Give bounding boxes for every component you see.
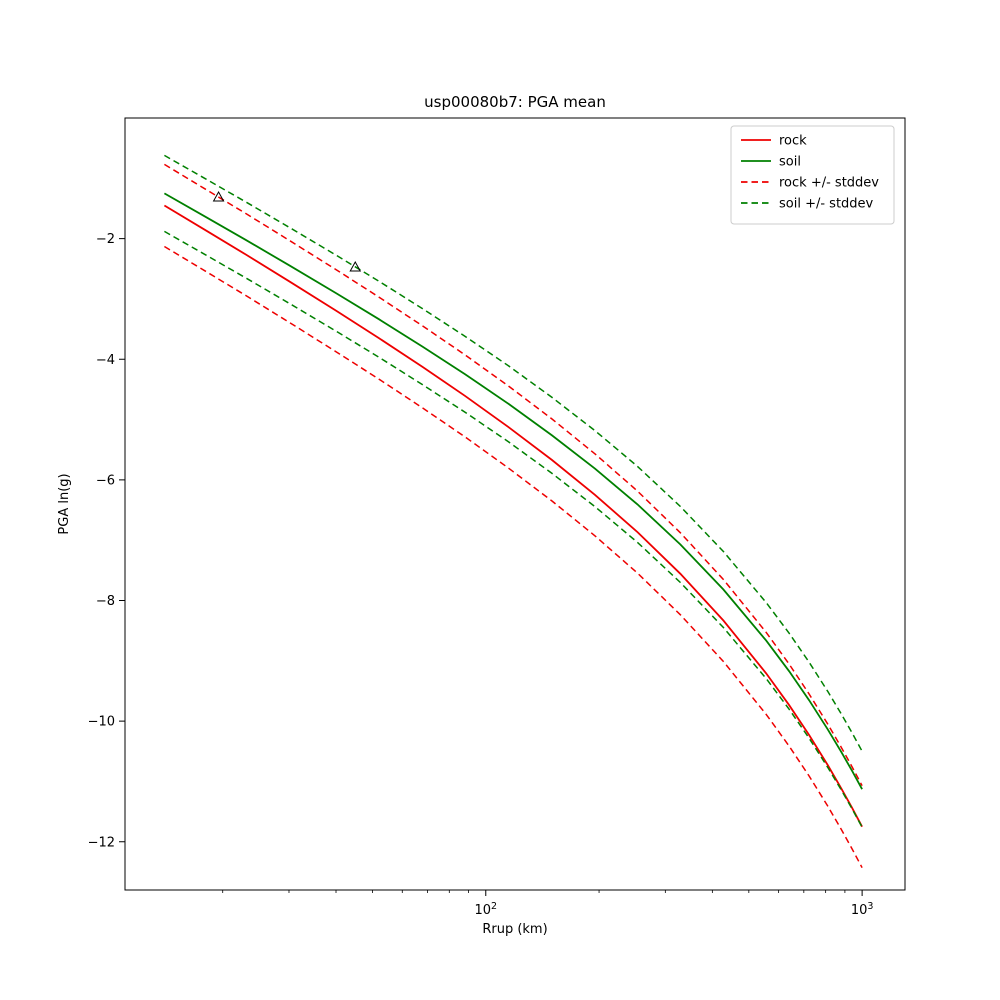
series-rock-line xyxy=(163,204,863,828)
x-tick-label: 102 xyxy=(474,901,497,918)
series-rock-lower-stddev xyxy=(164,245,863,869)
y-tick-label: −4 xyxy=(96,353,115,368)
legend-label-2: rock +/- stddev xyxy=(779,176,879,191)
legend: rock soil rock +/- stddev soil +/- stddev xyxy=(730,125,895,225)
legend-label-1: soil xyxy=(779,155,801,170)
legend-box xyxy=(730,125,895,225)
y-tick-label: −6 xyxy=(96,473,115,488)
series-rock-upper-stddev xyxy=(164,163,863,787)
triangle-marker xyxy=(212,190,225,202)
markers xyxy=(212,190,362,272)
y-tick-label: −10 xyxy=(88,715,115,730)
chart-title: usp00080b7: PGA mean xyxy=(424,93,606,111)
x-minor-ticks xyxy=(222,890,846,893)
y-tick-label: −8 xyxy=(96,594,115,609)
x-tick-label: 103 xyxy=(851,901,874,918)
x-major-ticks: 102 103 xyxy=(474,890,873,918)
legend-label-3: soil +/- stddev xyxy=(779,197,874,212)
y-ticks: −2 −4 −6 −8 −10 −12 xyxy=(88,232,125,850)
series-soil-upper-stddev xyxy=(164,154,863,752)
triangle-marker xyxy=(349,260,362,272)
legend-label-0: rock xyxy=(779,134,807,149)
y-axis-label: PGA ln(g) xyxy=(57,473,72,534)
series-soil-lower-stddev xyxy=(164,230,863,828)
plot-area: 102 103 −2 −4 −6 −8 −10 −12 rock soil rock +/- std… xyxy=(88,117,906,918)
x-axis-label: Rrup (km) xyxy=(482,922,547,937)
y-tick-label: −12 xyxy=(88,835,115,850)
y-tick-label: −2 xyxy=(96,232,115,247)
plot-frame xyxy=(124,117,906,891)
series-soil-line xyxy=(163,192,863,790)
